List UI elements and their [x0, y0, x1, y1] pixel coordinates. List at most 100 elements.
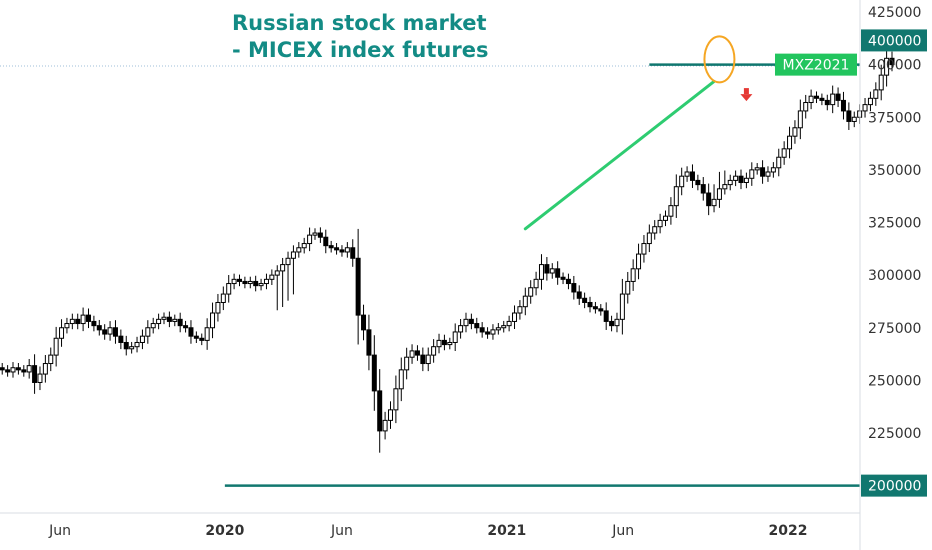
candle-up [668, 205, 674, 217]
down-arrow-shaft [743, 88, 749, 95]
candle-up [867, 97, 873, 106]
candle-up [42, 363, 48, 375]
candle-down [609, 320, 615, 327]
candle-up [770, 167, 776, 173]
candle-up [150, 323, 156, 329]
candle-down [738, 175, 744, 184]
candle-down [565, 278, 571, 285]
x-axis: Jun 2020 Jun 2021 Jun 2022 [48, 523, 807, 539]
candle-up [431, 346, 437, 356]
candle-up [387, 409, 393, 421]
candle-up [220, 293, 226, 303]
candle-down [889, 57, 895, 66]
candle-up [884, 57, 890, 76]
candle-up [263, 278, 269, 285]
candle-up [247, 280, 253, 285]
candle-up [280, 264, 286, 272]
candle-down [760, 167, 766, 177]
candle-down [485, 331, 491, 335]
chart-title-line-2: - MICEX index futures [232, 38, 489, 62]
candle-up [830, 93, 836, 106]
candle-up [215, 301, 221, 314]
candle-down [592, 306, 598, 310]
candle-up [619, 293, 625, 320]
candle-down [835, 93, 841, 101]
candle-up [69, 318, 75, 325]
candle-up [53, 337, 59, 356]
candle-down [339, 249, 345, 253]
candle-up [393, 388, 399, 411]
candle-down [555, 268, 561, 278]
candle-down [814, 95, 820, 99]
candle-up [145, 327, 151, 337]
candle-down [377, 390, 383, 432]
x-tick-label: Jun [330, 523, 353, 539]
candle-up [533, 278, 539, 289]
highlight-circle [703, 35, 736, 84]
candle-down [199, 337, 205, 341]
candle-up [382, 419, 388, 432]
candle-up [792, 127, 798, 137]
candle-up [538, 264, 544, 280]
uptrend-line [523, 79, 716, 231]
candle-down [32, 365, 38, 383]
candle-down [824, 99, 830, 106]
candle-down [603, 310, 609, 322]
candle-down [188, 327, 194, 337]
candle-down [474, 323, 480, 329]
candle-up [204, 327, 210, 341]
candle-down [91, 320, 97, 327]
candle-down [420, 354, 426, 365]
candle-up [409, 350, 415, 358]
candle-up [10, 367, 16, 373]
candle-down [21, 369, 27, 373]
y-tick-label: 250000 [868, 373, 921, 389]
candle-up [398, 369, 404, 390]
candle-up [797, 110, 803, 129]
candle-up [716, 188, 722, 200]
candle-down [166, 316, 172, 322]
candle-up [285, 257, 291, 266]
candle-down [0, 367, 5, 371]
symbol-tag [775, 53, 857, 76]
chart-title-line-1: Russian stock market [232, 11, 487, 35]
candle-down [695, 179, 701, 186]
candle-up [743, 177, 749, 184]
candle-up [549, 268, 555, 274]
candle-up [781, 148, 787, 158]
level-tag-400000 [861, 29, 927, 52]
candle-up [274, 270, 280, 276]
candle-up [614, 318, 620, 327]
candle-down [819, 97, 825, 101]
candle-up [296, 247, 302, 253]
candle-up [808, 95, 814, 104]
candle-up [458, 325, 464, 333]
candle-up [512, 312, 518, 322]
candle-up [663, 215, 669, 221]
candle-down [328, 245, 334, 249]
x-tick-label: 2020 [205, 523, 244, 539]
candle-down [334, 247, 340, 251]
candle-up [490, 329, 496, 335]
y-tick-label: 325000 [868, 216, 921, 232]
candle-down [102, 329, 108, 335]
candle-up [517, 306, 523, 314]
candle-up [673, 186, 679, 207]
candle-up [646, 232, 652, 245]
y-tick-label: 425000 [868, 5, 921, 21]
candle-down [361, 314, 367, 331]
candle-up [156, 318, 162, 325]
level-tag-400000-text: 400000 [868, 33, 921, 49]
candle-up [210, 312, 216, 329]
x-tick-label: 2022 [769, 523, 808, 539]
candle-up [312, 232, 318, 236]
x-tick-label: Jun [48, 523, 71, 539]
candle-down [118, 335, 124, 343]
candle-up [625, 280, 631, 295]
candle-down [706, 192, 712, 207]
candle-up [301, 243, 307, 249]
candle-up [80, 314, 86, 325]
candle-up [59, 327, 65, 339]
candle-down [253, 280, 259, 287]
